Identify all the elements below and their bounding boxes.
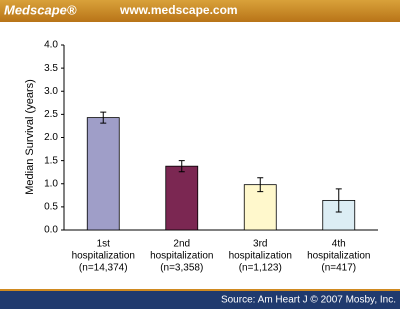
x-tick-label: 3rd (253, 239, 267, 250)
error-bar (100, 111, 107, 124)
bar (86, 117, 120, 231)
y-tick-label: 1.0 (44, 178, 58, 189)
y-tick-label: 3.0 (44, 86, 58, 97)
y-tick-label: 0.5 (44, 202, 58, 213)
bar (243, 184, 277, 231)
footer-line (0, 289, 400, 291)
y-tick-label: 2.5 (44, 109, 58, 120)
x-tick-label: hospitalization (150, 251, 213, 262)
error-bar (178, 160, 185, 173)
y-tick-label: 2.0 (44, 132, 58, 143)
header-bar (0, 0, 400, 22)
footer-bar (0, 291, 400, 309)
y-tick-label: 3.5 (44, 63, 58, 74)
y-tick-label: 1.5 (44, 155, 58, 166)
x-tick-label: 2nd (173, 239, 190, 250)
site-url: www.medscape.com (119, 3, 238, 17)
x-tick-label: 1st (97, 239, 111, 250)
error-bar (335, 188, 342, 213)
y-tick-label: 4.0 (44, 40, 58, 51)
x-tick-label: (n=1,123) (239, 263, 282, 274)
bar (165, 165, 199, 231)
x-tick-label: (n=14,374) (79, 263, 128, 274)
x-tick-label: hospitalization (229, 251, 292, 262)
y-tick-label: 0.0 (44, 225, 58, 236)
logo: Medscape® (4, 2, 77, 17)
source: Source: Am Heart J © 2007 Mosby, Inc. (221, 295, 396, 306)
x-tick-label: (n=417) (321, 263, 356, 274)
y-axis-label: Median Survival (years) (24, 79, 36, 195)
error-bar (257, 177, 264, 193)
bar (322, 199, 356, 231)
x-tick-label: hospitalization (307, 251, 370, 262)
x-tick-label: 4th (332, 239, 346, 250)
x-tick-label: (n=3,358) (160, 263, 203, 274)
x-tick-label: hospitalization (72, 251, 135, 262)
